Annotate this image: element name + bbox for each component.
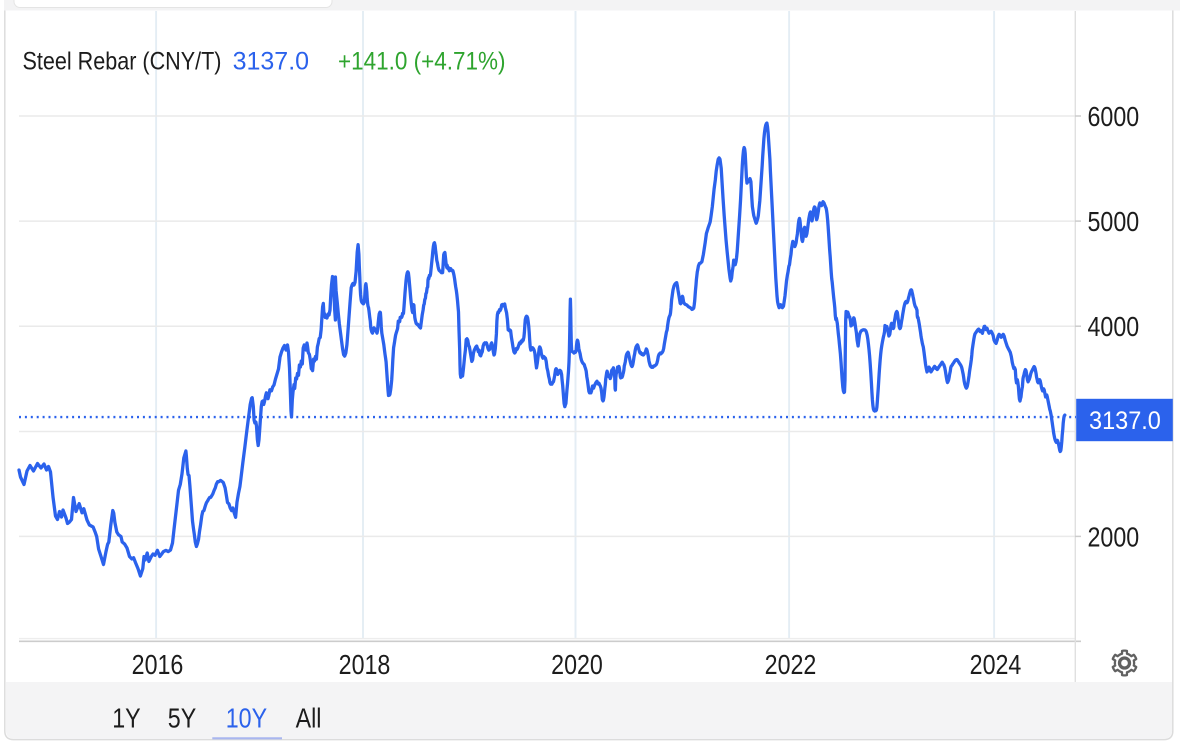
svg-text:4000: 4000 xyxy=(1088,312,1140,342)
svg-text:2024: 2024 xyxy=(970,650,1022,680)
svg-text:10Y: 10Y xyxy=(226,704,267,734)
svg-text:6000: 6000 xyxy=(1088,102,1140,132)
svg-text:5Y: 5Y xyxy=(168,704,196,734)
svg-text:2016: 2016 xyxy=(132,650,184,680)
svg-text:2000: 2000 xyxy=(1088,522,1140,552)
svg-text:3137.0: 3137.0 xyxy=(233,47,309,75)
svg-text:3137.0: 3137.0 xyxy=(1089,408,1161,436)
svg-text:2020: 2020 xyxy=(551,650,603,680)
svg-text:2018: 2018 xyxy=(339,650,391,680)
svg-text:+141.0 (+4.71%): +141.0 (+4.71%) xyxy=(338,47,506,75)
svg-text:1Y: 1Y xyxy=(112,704,140,734)
svg-text:Steel Rebar (CNY/T): Steel Rebar (CNY/T) xyxy=(23,47,222,75)
svg-text:All: All xyxy=(296,704,322,734)
svg-text:2022: 2022 xyxy=(765,650,817,680)
svg-text:5000: 5000 xyxy=(1088,207,1140,237)
